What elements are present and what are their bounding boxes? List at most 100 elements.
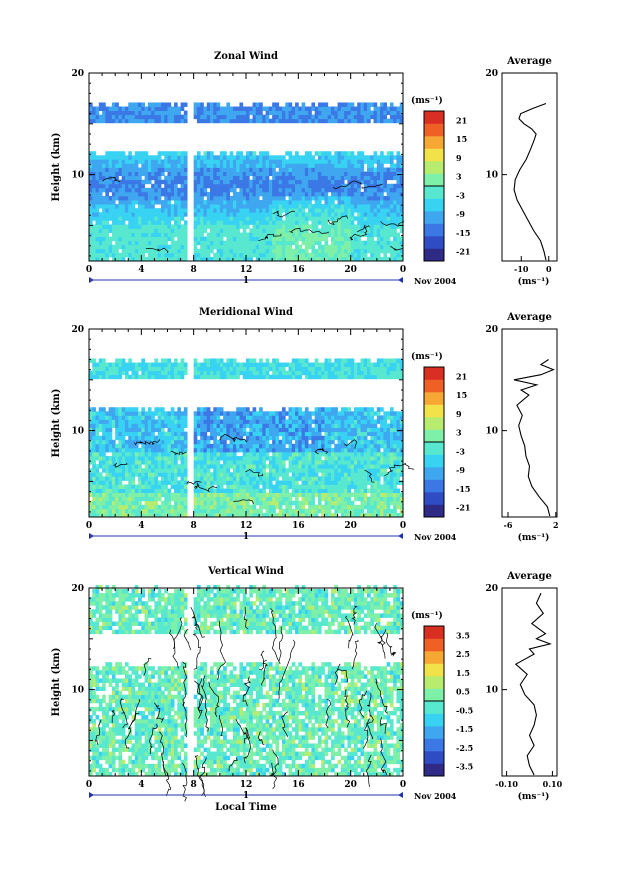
heatmap-cell — [350, 155, 355, 160]
heatmap-cell — [265, 179, 270, 185]
heatmap-cell — [314, 484, 319, 489]
heatmap-cell — [121, 106, 126, 111]
heatmap-cell — [226, 443, 231, 449]
heatmap-cell — [89, 456, 93, 461]
heatmap-cell — [252, 366, 257, 372]
heatmap-cell — [121, 496, 126, 502]
heatmap-cell — [118, 110, 123, 116]
heatmap-cell — [180, 488, 185, 494]
heatmap-cell — [134, 200, 139, 205]
heatmap-cell — [131, 102, 136, 107]
heatmap-cell — [128, 366, 132, 372]
heatmap-cell — [255, 374, 260, 380]
heatmap-cell — [242, 216, 247, 221]
heatmap-cell — [236, 236, 240, 242]
heatmap-cell — [242, 163, 247, 168]
heatmap-cell — [134, 187, 139, 193]
heatmap-cell — [203, 439, 208, 445]
heatmap-cell — [353, 224, 358, 229]
heatmap-cell — [111, 151, 116, 156]
heatmap-cell — [317, 151, 322, 156]
heatmap-cell — [118, 191, 123, 197]
heatmap-cell — [399, 256, 404, 262]
heatmap-cell — [196, 362, 201, 367]
heatmap-cell — [386, 151, 391, 156]
heatmap-cell — [216, 220, 221, 225]
heatmap-cell — [396, 167, 401, 172]
heatmap-cell — [249, 374, 253, 380]
heatmap-cell — [308, 374, 312, 380]
heatmap-cell — [157, 443, 162, 449]
heatmap-cell — [314, 179, 319, 185]
heatmap-cell — [246, 366, 250, 372]
heatmap-cell — [128, 220, 132, 225]
heatmap-cell — [203, 500, 208, 506]
heatmap-cell — [252, 220, 257, 225]
heatmap-cell — [213, 460, 217, 465]
heatmap-cell — [105, 159, 110, 164]
heatmap-cell — [226, 419, 231, 424]
heatmap-cell — [98, 179, 103, 185]
heatmap-cell — [226, 236, 231, 242]
heatmap-cell — [89, 407, 93, 412]
heatmap-cell — [308, 484, 312, 489]
heatmap-cell — [121, 163, 126, 168]
heatmap-cell — [115, 508, 119, 514]
heatmap-cell — [321, 244, 325, 250]
heatmap-cell — [144, 415, 149, 420]
heatmap-cell — [367, 179, 371, 185]
heatmap-cell — [301, 358, 306, 363]
heatmap-cell — [347, 228, 352, 233]
heatmap-cell — [380, 216, 384, 221]
heatmap-cell — [278, 220, 283, 225]
heatmap-cell — [386, 248, 391, 254]
heatmap-cell — [151, 228, 155, 233]
heatmap-cell — [95, 220, 100, 225]
heatmap-cell — [102, 456, 106, 461]
heatmap-cell — [89, 484, 93, 489]
heatmap-cell — [177, 248, 181, 254]
heatmap-cell — [216, 472, 221, 477]
heatmap-cell — [118, 220, 123, 225]
heatmap-cell — [210, 110, 214, 116]
heatmap-cell — [334, 256, 338, 262]
heatmap-cell — [242, 472, 247, 477]
heatmap-cell — [281, 451, 286, 457]
average-y-tick-label: 10 — [485, 171, 498, 181]
colorbar-segment — [424, 136, 444, 149]
heatmap-cell — [376, 175, 381, 181]
heatmap-cell — [363, 212, 368, 217]
heatmap-cell — [334, 195, 338, 201]
heatmap-cell — [340, 159, 345, 164]
heatmap-cell — [337, 248, 342, 254]
heatmap-cell — [232, 512, 237, 518]
heatmap-cell — [98, 256, 103, 262]
heatmap-cell — [288, 224, 293, 229]
heatmap-cell — [138, 110, 142, 116]
heatmap-cell — [255, 435, 260, 441]
heatmap-cell — [226, 500, 231, 506]
heatmap-cell — [131, 370, 136, 376]
heatmap-cell — [376, 179, 381, 185]
heatmap-cell — [226, 208, 231, 213]
heatmap-cell — [160, 212, 165, 217]
heatmap-cell — [278, 256, 283, 262]
heatmap-cell — [141, 411, 146, 416]
heatmap-cell — [213, 411, 217, 416]
heatmap-cell — [275, 171, 280, 177]
heatmap-cell — [170, 175, 175, 181]
heatmap-cell — [124, 508, 129, 514]
heatmap-cell — [389, 114, 394, 120]
heatmap-cell — [180, 419, 185, 424]
heatmap-cell — [170, 460, 175, 465]
heatmap-cell — [95, 480, 100, 485]
heatmap-cell — [252, 171, 257, 177]
heatmap-cell — [301, 187, 306, 193]
heatmap-cell — [308, 443, 312, 449]
heatmap-cell — [288, 248, 293, 254]
heatmap-cell — [108, 106, 113, 111]
heatmap-cell — [183, 370, 188, 376]
heatmap-cell — [157, 228, 162, 233]
heatmap-cell — [193, 423, 198, 428]
heatmap-cell — [203, 110, 208, 116]
